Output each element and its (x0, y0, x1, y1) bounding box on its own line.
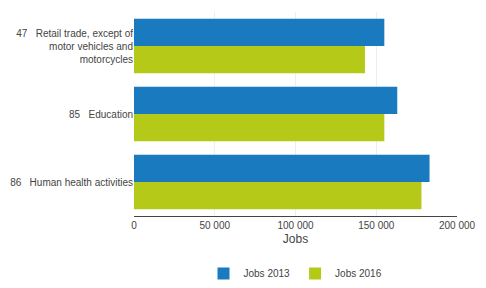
svg-text:47 Retail trade, except of: 47 Retail trade, except of motor vehicle… (16, 28, 133, 65)
svg-text:85 Education: 85 Education (69, 109, 133, 120)
svg-text:200 000: 200 000 (439, 220, 476, 231)
svg-text:Jobs: Jobs (283, 232, 308, 246)
svg-text:86 Human health activities: 86 Human health activities (10, 177, 133, 188)
svg-text:100 000: 100 000 (277, 220, 314, 231)
svg-text:150 000: 150 000 (358, 220, 395, 231)
svg-text:Jobs 2016: Jobs 2016 (335, 268, 382, 279)
svg-text:50 000: 50 000 (199, 220, 230, 231)
svg-text:0: 0 (131, 220, 137, 231)
svg-text:Jobs 2013: Jobs 2013 (244, 268, 291, 279)
